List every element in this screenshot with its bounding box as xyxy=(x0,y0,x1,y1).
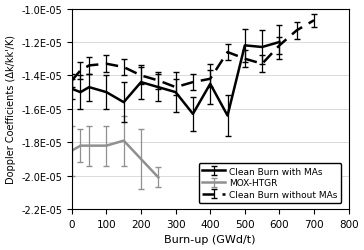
X-axis label: Burn-up (GWd/t): Burn-up (GWd/t) xyxy=(165,234,256,244)
Y-axis label: Doppler Coefficients (Δk/kk'/K): Doppler Coefficients (Δk/kk'/K) xyxy=(5,35,16,184)
Legend: Clean Burn with MAs, MOX-HTGR, Clean Burn without MAs: Clean Burn with MAs, MOX-HTGR, Clean Bur… xyxy=(199,163,341,203)
